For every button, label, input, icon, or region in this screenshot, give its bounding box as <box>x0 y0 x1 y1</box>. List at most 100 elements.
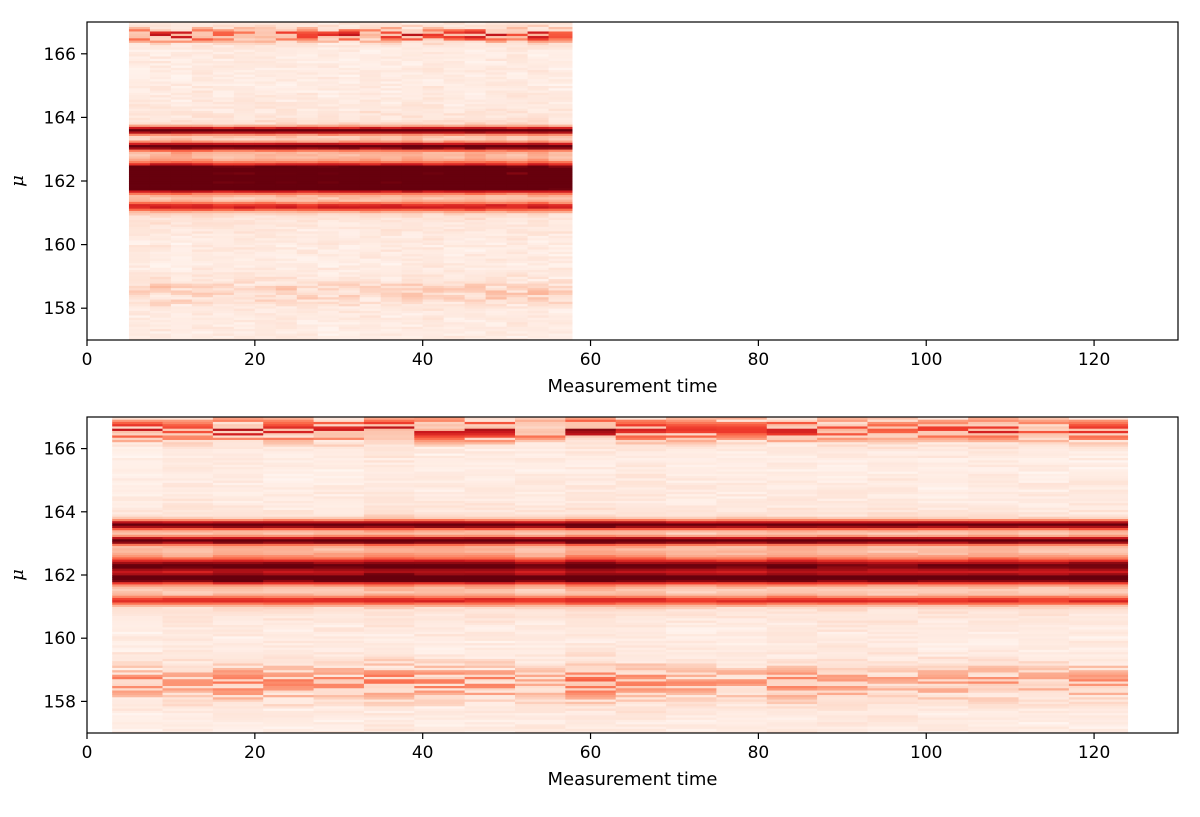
heatmap-cell <box>363 660 415 664</box>
heatmap-cell <box>212 94 235 98</box>
heatmap-cell <box>263 529 314 533</box>
heatmap-cell <box>527 69 549 73</box>
heatmap-cell <box>317 128 340 132</box>
heatmap-cell <box>716 597 768 601</box>
heatmap-cell <box>716 638 768 641</box>
heatmap-cell <box>212 149 235 152</box>
heatmap-cell <box>485 37 508 41</box>
heatmap-cell <box>414 500 466 504</box>
heatmap-cell <box>275 296 298 300</box>
heatmap-cell <box>548 228 573 232</box>
heatmap-cell <box>317 255 340 259</box>
heatmap-cell <box>401 76 424 80</box>
heatmap-cell <box>716 462 768 465</box>
heatmap-cell <box>380 151 403 155</box>
heatmap-cell <box>401 103 424 107</box>
heatmap-cell <box>338 278 361 282</box>
heatmap-cell <box>254 158 277 161</box>
heatmap-cell <box>515 541 566 544</box>
heatmap-cell <box>191 65 214 68</box>
heatmap-cell <box>380 294 403 298</box>
heatmap-cell <box>162 656 214 659</box>
heatmap-cell <box>170 65 193 68</box>
heatmap-cell <box>317 324 340 327</box>
heatmap-cell <box>296 262 319 266</box>
heatmap-cell <box>363 520 415 524</box>
heatmap-cell <box>485 149 508 152</box>
heatmap-cell <box>565 417 617 420</box>
heatmap-cell <box>443 176 466 180</box>
heatmap-cell <box>112 507 163 510</box>
heatmap-cell <box>401 146 424 150</box>
heatmap-cell <box>766 638 818 641</box>
heatmap-cell <box>414 687 466 691</box>
heatmap-cell <box>212 224 235 227</box>
heatmap-cell <box>275 51 298 55</box>
heatmap-cell <box>817 678 868 682</box>
heatmap-cell <box>212 69 235 73</box>
heatmap-cell <box>233 131 256 134</box>
heatmap-cell <box>506 40 528 43</box>
heatmap-cell <box>296 60 319 64</box>
heatmap-cell <box>313 588 365 592</box>
heatmap-cell <box>317 65 340 68</box>
heatmap-cell <box>254 196 277 200</box>
heatmap-cell <box>363 556 415 560</box>
heatmap-cell <box>548 162 573 166</box>
heatmap-cell <box>548 235 573 239</box>
heatmap-cell <box>162 423 214 427</box>
heatmap-cell <box>170 226 193 230</box>
heatmap-cell <box>716 723 768 727</box>
heatmap-cell <box>170 22 193 25</box>
heatmap-cell <box>380 124 403 127</box>
heatmap-cell <box>363 536 415 540</box>
heatmap-cell <box>128 201 151 205</box>
heatmap-cell <box>191 171 214 175</box>
heatmap-cell <box>716 437 768 440</box>
heatmap-cell <box>666 678 717 682</box>
heatmap-cell <box>766 676 818 680</box>
heatmap-cell <box>338 210 361 214</box>
heatmap-cell <box>359 96 382 100</box>
heatmap-cell <box>515 570 566 574</box>
heatmap-cell <box>128 169 151 173</box>
heatmap-cell <box>548 255 573 259</box>
heatmap-cell <box>112 482 163 486</box>
heatmap-cell <box>506 22 528 25</box>
heatmap-cell <box>548 94 573 98</box>
heatmap-cell <box>666 484 717 488</box>
heatmap-cell <box>401 196 424 200</box>
heatmap-cell <box>212 278 235 282</box>
heatmap-cell <box>380 192 403 196</box>
heatmap-cell <box>548 96 573 100</box>
heatmap-cell <box>191 317 214 320</box>
heatmap-cell <box>128 208 151 211</box>
heatmap-cell <box>317 149 340 152</box>
heatmap-cell <box>363 730 415 733</box>
heatmap-cell <box>317 103 340 107</box>
heatmap-cell <box>615 477 667 481</box>
heatmap-cell <box>128 76 151 80</box>
heatmap-cell <box>615 559 667 562</box>
heatmap-cell <box>263 669 314 673</box>
heatmap-cell <box>766 726 818 729</box>
heatmap-cell <box>263 450 314 454</box>
heatmap-cell <box>359 221 382 225</box>
heatmap-cell <box>615 498 667 501</box>
heatmap-cell <box>666 493 717 497</box>
heatmap-cell <box>212 714 264 718</box>
heatmap-cell <box>296 317 319 320</box>
heatmap-cell <box>296 171 319 175</box>
heatmap-cell <box>191 251 214 255</box>
heatmap-cell <box>401 283 424 286</box>
heatmap-cell <box>464 119 487 123</box>
heatmap-cell <box>263 565 314 569</box>
heatmap-cell <box>313 523 365 526</box>
heatmap-cell <box>766 527 818 531</box>
heatmap-cell <box>506 285 528 289</box>
heatmap-cell <box>414 518 466 522</box>
heatmap-cell <box>380 51 403 55</box>
heatmap-cell <box>359 137 382 141</box>
heatmap-cell <box>275 242 298 245</box>
heatmap-cell <box>212 194 235 198</box>
